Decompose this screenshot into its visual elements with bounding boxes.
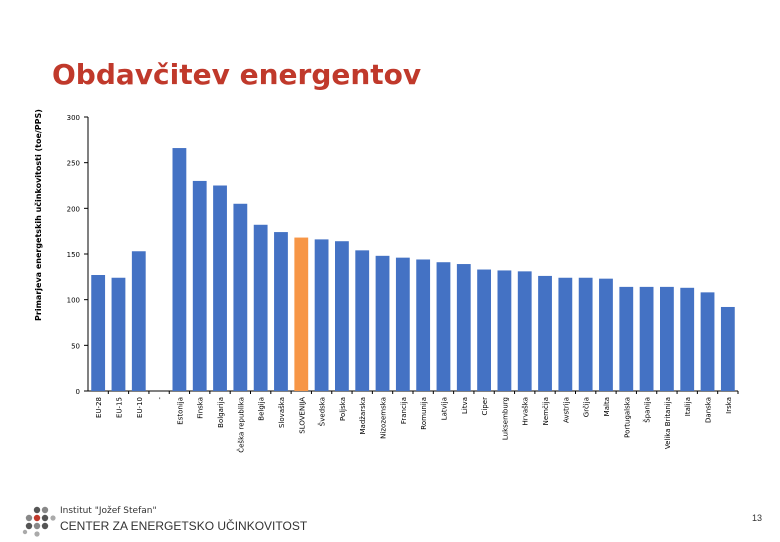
x-tick-label: Portugalska (623, 397, 631, 438)
bar (131, 251, 146, 391)
slide-title: Obdavčitev energentov (52, 58, 422, 91)
bar (395, 257, 410, 391)
x-tick-label: Češka republika (236, 397, 245, 453)
bar (720, 306, 735, 391)
bar (172, 148, 187, 391)
x-tick-label: EU-15 (115, 397, 123, 418)
bar (355, 250, 370, 391)
x-tick-label: Nemčija (542, 397, 550, 425)
x-tick-label: Avstrija (562, 397, 570, 423)
x-tick-label: Velika Britanija (664, 397, 672, 449)
x-tick-label: Francija (400, 397, 408, 424)
bar (660, 286, 674, 391)
bar (253, 224, 268, 391)
y-axis-label: Primarjeva energetskih učinkovitosti (to… (33, 109, 43, 321)
bar (233, 203, 248, 391)
y-tick-label: 150 (67, 251, 80, 259)
x-tick-label: Madžarska (359, 397, 367, 434)
bar (456, 264, 471, 391)
bar (497, 270, 512, 391)
bar (477, 269, 491, 391)
x-tick-label: SLOVENIJA (298, 397, 306, 434)
x-tick-label: Irska (725, 397, 733, 414)
x-tick-label: EU-10 (136, 397, 144, 418)
x-tick-label: Švedska (318, 397, 327, 426)
x-tick-label: Estonija (176, 397, 184, 425)
x-tick-label: - (156, 397, 164, 400)
bar (335, 241, 349, 391)
x-tick-label: Latvija (440, 397, 448, 420)
x-tick-label: Nizozemska (380, 397, 388, 439)
bar (558, 277, 573, 391)
y-tick-label: 250 (67, 160, 80, 168)
center-name: CENTER ZA ENERGETSKO UČINKOVITOST (60, 519, 308, 533)
y-tick-label: 200 (67, 205, 80, 213)
bar (274, 232, 288, 391)
plot-area: 0 50 100 150 200 250 300 EU-28 EU-15 EU-10 - Estoni… (67, 114, 739, 453)
bar (517, 271, 532, 391)
x-tick-label: Španija (643, 397, 652, 423)
bar (111, 277, 126, 391)
x-tick-label: Malta (603, 397, 611, 416)
x-tick-label: Italija (684, 397, 692, 416)
x-tick-label: Poljska (339, 397, 347, 421)
bar (294, 237, 309, 391)
x-tick-label: Slovaška (278, 397, 286, 428)
x-tick-label: Bolgarija (217, 397, 225, 428)
bar (416, 259, 431, 391)
bar (91, 275, 106, 391)
x-tick-label: Hrvaška (522, 397, 530, 425)
y-tick-label: 100 (67, 297, 80, 305)
bar (700, 292, 715, 391)
x-tick-label: Finska (197, 397, 205, 419)
x-tick-label: Grčija (583, 397, 591, 417)
y-tick-label: 50 (71, 342, 80, 350)
bar (578, 277, 593, 391)
bar (680, 287, 695, 391)
bar (599, 278, 613, 391)
x-tick-label: Litva (461, 397, 469, 414)
bar (436, 262, 451, 391)
y-tick-label: 300 (67, 114, 80, 122)
bar (619, 286, 634, 391)
x-tick-label: Ciper (481, 397, 489, 416)
bar (192, 180, 207, 391)
x-tick-label: EU-28 (95, 397, 103, 418)
bar (639, 286, 654, 391)
bar (538, 275, 552, 391)
bar (213, 185, 227, 391)
x-tick-label: Luksemburg (501, 397, 509, 440)
x-tick-label: Romunija (420, 397, 428, 430)
bar (375, 255, 390, 391)
y-tick-label: 0 (76, 388, 80, 396)
page-number: 13 (752, 513, 763, 523)
bar (314, 239, 329, 391)
x-tick-label: Danska (705, 397, 713, 423)
institute-name: Institut "Jožef Stefan" (60, 506, 157, 516)
x-tick-label: Belgija (258, 397, 266, 421)
dots-logo-icon (22, 505, 56, 542)
